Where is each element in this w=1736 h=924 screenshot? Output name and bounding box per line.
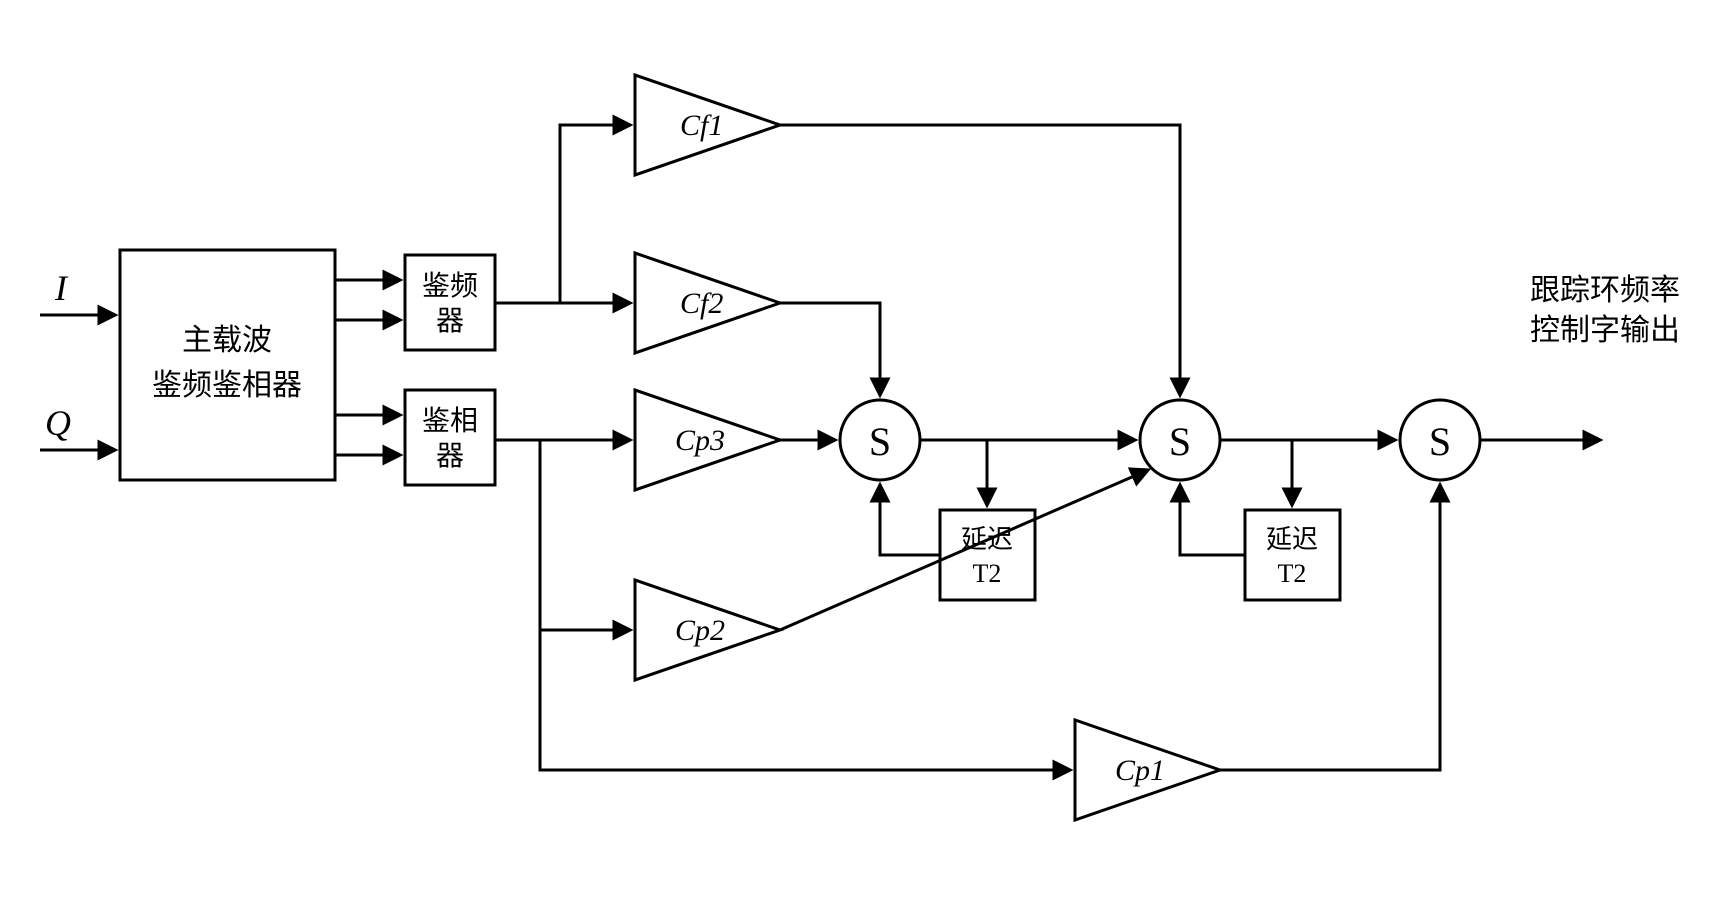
phase-det-line1: 鉴相 xyxy=(422,405,478,437)
main-detector-block xyxy=(120,250,335,480)
gain-cp2-label: Cp2 xyxy=(675,614,725,647)
delay-2-line1: 延迟 xyxy=(1266,525,1318,554)
main-detector-line2: 鉴频鉴相器 xyxy=(152,369,302,402)
main-detector-line1: 主载波 xyxy=(182,324,272,357)
input-q-label: Q xyxy=(45,403,71,443)
gain-cf2-label: Cf2 xyxy=(680,287,723,320)
output-label-line2: 控制字输出 xyxy=(1530,314,1680,347)
wire-cf1-to-sum2 xyxy=(780,125,1180,395)
summer-2-label: S xyxy=(1169,419,1191,464)
gain-cp1-label: Cp1 xyxy=(1115,754,1165,787)
wire-delay2-to-sum2 xyxy=(1180,485,1245,555)
summer-3-label: S xyxy=(1429,419,1451,464)
wire-delay1-to-sum1 xyxy=(880,485,940,555)
output-label-line1: 跟踪环频率 xyxy=(1530,274,1680,307)
wire-phasedet-to-cp1 xyxy=(540,630,1070,770)
wire-cf2-to-sum1 xyxy=(780,303,880,395)
input-i-label: I xyxy=(54,268,69,308)
freq-det-line1: 鉴频 xyxy=(422,270,478,302)
phase-det-line2: 器 xyxy=(436,441,464,472)
freq-det-line2: 器 xyxy=(436,306,464,337)
wire-cp2-to-sum2 xyxy=(780,470,1148,630)
gain-cp3-label: Cp3 xyxy=(675,424,725,457)
delay-1-line2: T2 xyxy=(973,559,1002,588)
wire-phasedet-to-cp2 xyxy=(540,440,630,630)
gain-cf1-label: Cf1 xyxy=(680,109,723,142)
summer-1-label: S xyxy=(869,419,891,464)
wire-freqdet-to-cf1 xyxy=(495,125,630,303)
delay-2-line2: T2 xyxy=(1278,559,1307,588)
